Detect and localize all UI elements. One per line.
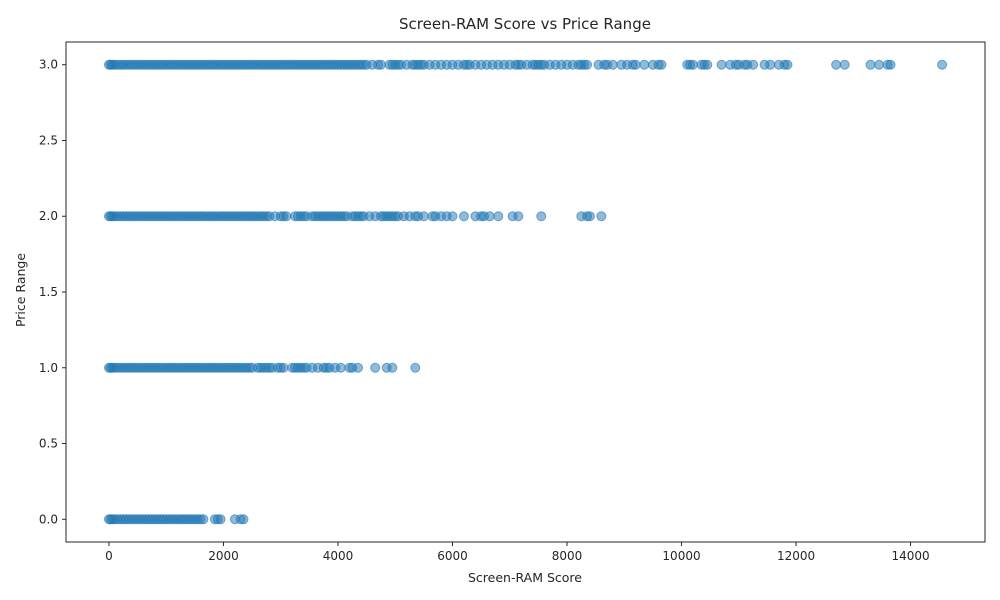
data-point: [281, 211, 292, 222]
data-point: [387, 362, 398, 373]
y-tick-label: 2.5: [39, 133, 58, 147]
data-point: [418, 211, 429, 222]
x-tick-label: 6000: [437, 549, 468, 563]
data-point: [765, 59, 776, 70]
data-point: [215, 514, 226, 525]
data-point: [447, 211, 458, 222]
data-point: [748, 59, 759, 70]
data-point: [831, 59, 842, 70]
data-point: [375, 59, 386, 70]
x-tick-label: 12000: [777, 549, 815, 563]
data-point: [687, 59, 698, 70]
data-point: [238, 514, 249, 525]
y-axis-label: Price Range: [13, 253, 28, 327]
data-point: [716, 59, 727, 70]
data-point: [639, 59, 650, 70]
x-tick-label: 0: [105, 549, 113, 563]
data-point: [607, 59, 618, 70]
data-point: [458, 211, 469, 222]
y-tick-label: 1.5: [39, 285, 58, 299]
x-tick-label: 4000: [323, 549, 354, 563]
x-tick-label: 14000: [891, 549, 929, 563]
data-point: [484, 211, 495, 222]
data-point: [839, 59, 850, 70]
x-tick-label: 8000: [552, 549, 583, 563]
data-point: [536, 211, 547, 222]
data-point: [656, 59, 667, 70]
y-tick-label: 0.5: [39, 437, 58, 451]
y-tick-label: 0.0: [39, 512, 58, 526]
x-axis-ticks: 0 2000 4000 6000 8000 10000 12000 14000: [105, 542, 930, 563]
data-point: [584, 211, 595, 222]
data-point: [513, 211, 524, 222]
data-point: [630, 59, 641, 70]
data-point: [937, 59, 948, 70]
x-tick-label: 10000: [662, 549, 700, 563]
data-point: [874, 59, 885, 70]
y-axis-ticks: 0.0 0.5 1.0 1.5 2.0 2.5 3.0: [39, 58, 66, 526]
data-point: [865, 59, 876, 70]
data-points: [103, 59, 948, 525]
data-point: [782, 59, 793, 70]
y-tick-label: 2.0: [39, 209, 58, 223]
data-point: [702, 59, 713, 70]
x-tick-label: 2000: [208, 549, 239, 563]
chart-title: Screen-RAM Score vs Price Range: [399, 15, 651, 33]
data-point: [198, 514, 209, 525]
y-tick-label: 1.0: [39, 361, 58, 375]
data-point: [885, 59, 896, 70]
data-point: [493, 211, 504, 222]
data-point: [596, 211, 607, 222]
x-axis-label: Screen-RAM Score: [468, 570, 582, 585]
data-point: [278, 362, 289, 373]
data-point: [582, 59, 593, 70]
data-point: [353, 362, 364, 373]
plot-area-frame: [65, 41, 986, 543]
data-point: [335, 362, 346, 373]
y-tick-label: 3.0: [39, 58, 58, 72]
data-point: [410, 362, 421, 373]
data-point: [370, 362, 381, 373]
